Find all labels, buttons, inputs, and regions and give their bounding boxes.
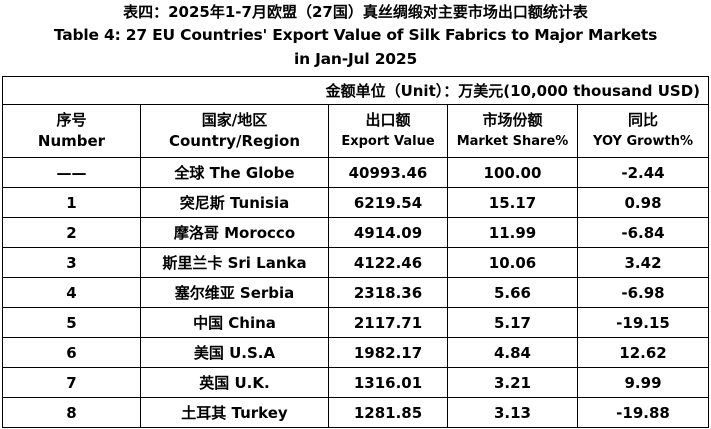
title-block: 表四：2025年1-7月欧盟（27国）真丝绸缎对主要市场出口额统计表 Table… <box>0 0 711 71</box>
cell-yoy: -19.15 <box>576 307 710 338</box>
table-row: 8 土耳其 Turkey 1281.85 3.13 -19.88 <box>2 397 710 428</box>
header-number-en: Number <box>37 132 106 150</box>
cell-share: 10.06 <box>447 247 578 278</box>
cell-yoy: 3.42 <box>576 247 710 278</box>
header-country-zh: 国家/地区 <box>201 111 268 129</box>
header-export: 出口额 Export Value <box>328 104 448 158</box>
header-share: 市场份额 Market Share% <box>447 104 578 158</box>
cell-yoy: 9.99 <box>576 367 710 398</box>
cell-number: 3 <box>2 247 141 278</box>
cell-number: 8 <box>2 397 141 428</box>
table-row: 4 塞尔维亚 Serbia 2318.36 5.66 -6.98 <box>2 277 710 308</box>
cell-share: 4.84 <box>447 337 578 368</box>
cell-country: 摩洛哥 Morocco <box>140 217 329 248</box>
table-row: 2 摩洛哥 Morocco 4914.09 11.99 -6.84 <box>2 217 710 248</box>
cell-export: 2318.36 <box>328 277 448 308</box>
cell-export: 4914.09 <box>328 217 448 248</box>
header-export-zh: 出口额 <box>365 111 411 129</box>
cell-number: 2 <box>2 217 141 248</box>
cell-export: 1982.17 <box>328 337 448 368</box>
cell-country: 英国 U.K. <box>140 367 329 398</box>
header-share-en: Market Share% <box>456 134 569 149</box>
cell-yoy: 12.62 <box>576 337 710 368</box>
cell-export: 1281.85 <box>328 397 448 428</box>
cell-number: 5 <box>2 307 141 338</box>
cell-number: 4 <box>2 277 141 308</box>
cell-share: 11.99 <box>447 217 578 248</box>
header-country-en: Country/Region <box>168 132 301 150</box>
cell-country: 突尼斯 Tunisia <box>140 187 329 218</box>
export-table: 金额单位（Unit）：万美元(10,000 thousand USD) 序号 N… <box>1 76 710 428</box>
cell-country: 塞尔维亚 Serbia <box>140 277 329 308</box>
cell-country: 斯里兰卡 Sri Lanka <box>140 247 329 278</box>
title-chinese: 表四：2025年1-7月欧盟（27国）真丝绸缎对主要市场出口额统计表 <box>123 3 588 21</box>
header-export-en: Export Value <box>341 134 435 149</box>
cell-export: 2117.71 <box>328 307 448 338</box>
cell-export: 1316.01 <box>328 367 448 398</box>
table-row: —— 全球 The Globe 40993.46 100.00 -2.44 <box>2 157 710 188</box>
table-row: 7 英国 U.K. 1316.01 3.21 9.99 <box>2 367 710 398</box>
cell-yoy: 0.98 <box>576 187 710 218</box>
cell-country: 中国 China <box>140 307 329 338</box>
cell-country: 土耳其 Turkey <box>140 397 329 428</box>
title-english-line-1: Table 4: 27 EU Countries' Export Value o… <box>53 26 658 44</box>
cell-country: 美国 U.S.A <box>140 337 329 368</box>
header-share-zh: 市场份额 <box>482 111 543 129</box>
table-row: 5 中国 China 2117.71 5.17 -19.15 <box>2 307 710 338</box>
header-yoy: 同比 YOY Growth% <box>576 104 710 158</box>
cell-number: —— <box>2 157 141 188</box>
table-row: 6 美国 U.S.A 1982.17 4.84 12.62 <box>2 337 710 368</box>
table-row: 1 突尼斯 Tunisia 6219.54 15.17 0.98 <box>2 187 710 218</box>
header-yoy-en: YOY Growth% <box>593 134 693 149</box>
cell-share: 100.00 <box>447 157 578 188</box>
cell-yoy: -19.88 <box>576 397 710 428</box>
header-number: 序号 Number <box>2 104 141 158</box>
cell-number: 1 <box>2 187 141 218</box>
cell-share: 3.21 <box>447 367 578 398</box>
cell-number: 7 <box>2 367 141 398</box>
cell-country: 全球 The Globe <box>140 157 329 188</box>
cell-export: 6219.54 <box>328 187 448 218</box>
header-row: 序号 Number 国家/地区 Country/Region 出口额 Expor… <box>2 104 710 158</box>
cell-export: 40993.46 <box>328 157 448 188</box>
table-row: 3 斯里兰卡 Sri Lanka 4122.46 10.06 3.42 <box>2 247 710 278</box>
cell-export: 4122.46 <box>328 247 448 278</box>
cell-share: 3.13 <box>447 397 578 428</box>
cell-yoy: -6.98 <box>576 277 710 308</box>
unit-label: 金额单位（Unit）：万美元(10,000 thousand USD) <box>1 76 710 105</box>
header-country: 国家/地区 Country/Region <box>140 104 329 158</box>
header-number-zh: 序号 <box>56 111 87 129</box>
cell-number: 6 <box>2 337 141 368</box>
header-yoy-zh: 同比 <box>628 111 659 129</box>
cell-share: 5.66 <box>447 277 578 308</box>
unit-row: 金额单位（Unit）：万美元(10,000 thousand USD) <box>1 76 710 105</box>
cell-share: 5.17 <box>447 307 578 338</box>
cell-yoy: -6.84 <box>576 217 710 248</box>
cell-yoy: -2.44 <box>576 157 710 188</box>
cell-share: 15.17 <box>447 187 578 218</box>
title-english-line-2: in Jan-Jul 2025 <box>293 50 418 68</box>
